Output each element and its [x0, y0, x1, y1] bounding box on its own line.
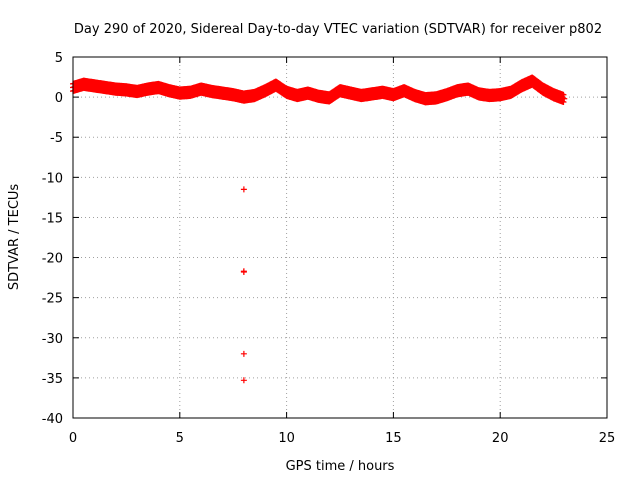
chart-title: Day 290 of 2020, Sidereal Day-to-day VTE… — [74, 22, 602, 37]
y-tick-label: -5 — [50, 131, 63, 146]
x-tick-label: 25 — [599, 431, 616, 446]
y-tick-label: -30 — [42, 332, 63, 347]
y-tick-label: -10 — [42, 171, 63, 186]
outlier-point — [240, 377, 247, 384]
outlier-point — [240, 350, 247, 357]
data-point — [560, 91, 567, 98]
y-tick-label: -20 — [42, 252, 63, 267]
y-axis-label: SDTVAR / TECUs — [7, 184, 22, 291]
data-point — [561, 95, 568, 102]
y-tick-label: 0 — [55, 91, 63, 106]
outlier-point — [240, 268, 247, 275]
x-tick-label: 0 — [69, 431, 77, 446]
x-tick-label: 15 — [385, 431, 402, 446]
y-tick-label: -40 — [42, 412, 63, 427]
grid — [73, 57, 607, 418]
y-tick-label: -25 — [42, 292, 63, 307]
ticks — [72, 56, 608, 419]
y-tick-label: -15 — [42, 211, 63, 226]
x-tick-label: 20 — [492, 431, 509, 446]
x-tick-label: 5 — [176, 431, 184, 446]
y-tick-label: 5 — [55, 51, 63, 66]
tick-labels: 0 5 10 15 20 25 5 0 -5 -10 -15 -20 -25 -30 -35 -40 — [42, 51, 616, 446]
outlier-point — [240, 186, 247, 193]
series-layer — [70, 74, 568, 384]
x-axis-label: GPS time / hours — [286, 459, 395, 474]
plot-frame — [72, 56, 608, 419]
y-tick-label: -35 — [42, 372, 63, 387]
x-tick-label: 10 — [278, 431, 295, 446]
